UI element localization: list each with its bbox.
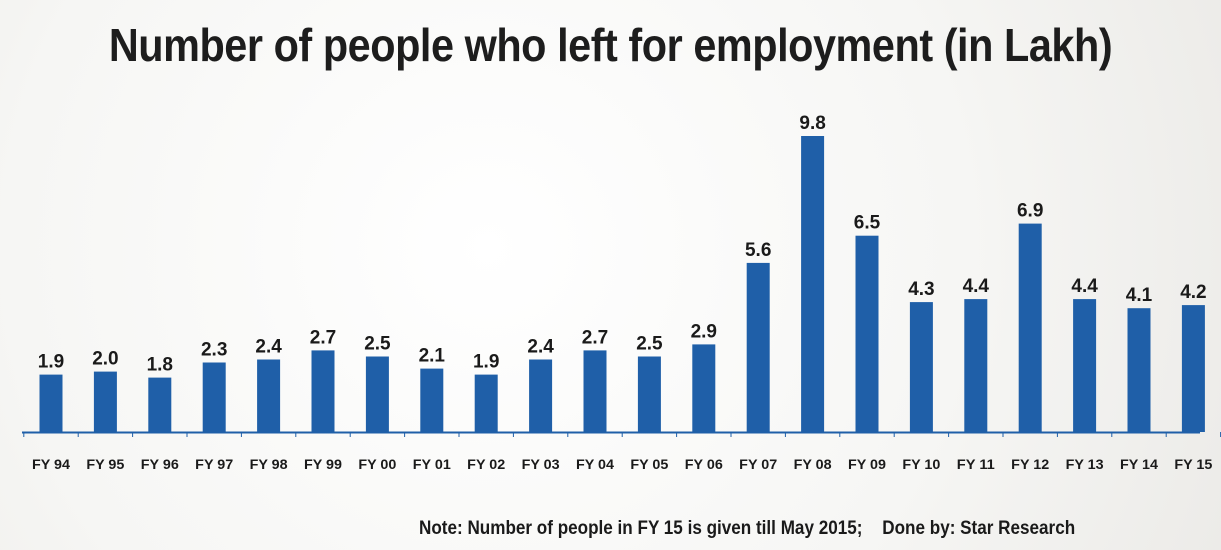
bar-fy-10	[909, 302, 933, 432]
bar-fy-05	[637, 356, 661, 432]
bar-fy-15	[1181, 305, 1205, 432]
x-tick-label: FY 02	[467, 456, 505, 472]
bar-fy-00	[365, 356, 389, 432]
bar-fy-96	[148, 377, 172, 432]
bar-fy-04	[583, 350, 607, 432]
x-tick-label: FY 97	[195, 456, 233, 472]
value-label: 1.8	[147, 355, 173, 376]
bar-fy-98	[257, 359, 281, 432]
bar-fy-09	[855, 235, 879, 432]
value-label: 5.6	[745, 240, 771, 261]
value-label: 2.3	[201, 340, 227, 361]
x-tick-label: FY 08	[794, 456, 832, 472]
x-tick-label: FY 06	[685, 456, 723, 472]
value-label: 2.0	[92, 349, 118, 370]
value-label: 9.8	[799, 113, 825, 134]
credit-text: Done by: Star Research	[882, 518, 1076, 539]
value-label: 4.2	[1180, 282, 1206, 303]
value-labels-group: 1.9 2.0 1.8 2.3 2.4 2.7 2.5 2.1 1.9 2.4 2.7 2.5 2.9 5…	[38, 113, 1207, 376]
footer-note: Note: Number of people in FY 15 is given…	[419, 518, 1075, 540]
bar-fy-02	[474, 374, 498, 432]
x-tick-label: FY 15	[1174, 456, 1212, 472]
value-label: 2.5	[636, 334, 663, 355]
value-label: 2.4	[527, 337, 554, 358]
x-tick-label: FY 11	[957, 456, 995, 472]
x-tick-label: FY 13	[1066, 456, 1104, 472]
value-label: 6.5	[854, 213, 881, 234]
x-tick-label: FY 12	[1011, 456, 1049, 472]
x-tick-label: FY 05	[630, 456, 668, 472]
note-text: Note: Number of people in FY 15 is given…	[419, 518, 863, 539]
bar-fy-99	[311, 350, 335, 432]
x-tick-label: FY 09	[848, 456, 886, 472]
x-axis	[22, 431, 1221, 437]
value-label: 2.1	[419, 346, 446, 367]
value-label: 6.9	[1017, 201, 1043, 222]
x-tick-label: FY 94	[32, 456, 70, 472]
x-tick-label: FY 98	[250, 456, 288, 472]
x-tick-label: FY 03	[522, 456, 560, 472]
x-tick-label: FY 95	[86, 456, 124, 472]
value-label: 2.7	[310, 327, 336, 348]
bar-fy-06	[692, 344, 716, 432]
bar-fy-07	[746, 262, 770, 432]
x-tick-label: FY 14	[1120, 456, 1158, 472]
value-label: 2.7	[582, 327, 608, 348]
bar-fy-01	[420, 368, 444, 432]
bar-fy-94	[39, 374, 63, 432]
value-label: 4.3	[908, 279, 934, 300]
x-tick-label: FY 99	[304, 456, 342, 472]
x-tick-label: FY 10	[902, 456, 940, 472]
x-tick-label: FY 04	[576, 456, 614, 472]
bar-fy-03	[529, 359, 553, 432]
chart-title: Number of people who left for employment…	[108, 19, 1113, 71]
x-tick-label: FY 01	[413, 456, 451, 472]
bar-fy-13	[1073, 299, 1097, 432]
value-label: 2.5	[364, 334, 391, 355]
bar-fy-08	[801, 136, 825, 432]
value-label: 4.1	[1126, 285, 1153, 306]
x-tick-labels-group: FY 94 FY 95 FY 96 FY 97 FY 98 FY 99 FY 00 FY 01…	[32, 456, 1213, 472]
bar-fy-14	[1127, 308, 1151, 432]
value-label: 2.9	[691, 321, 717, 342]
value-label: 1.9	[473, 352, 499, 373]
bar-fy-12	[1018, 223, 1042, 432]
bars-group	[39, 136, 1205, 432]
x-tick-label: FY 96	[141, 456, 179, 472]
x-tick-label: FY 07	[739, 456, 777, 472]
bar-fy-11	[964, 299, 988, 432]
x-tick-label: FY 00	[358, 456, 396, 472]
value-label: 2.4	[255, 337, 282, 358]
bar-fy-97	[202, 362, 226, 432]
value-label: 4.4	[963, 276, 990, 297]
bar-fy-95	[93, 371, 117, 432]
value-label: 4.4	[1071, 276, 1098, 297]
value-label: 1.9	[38, 352, 64, 373]
